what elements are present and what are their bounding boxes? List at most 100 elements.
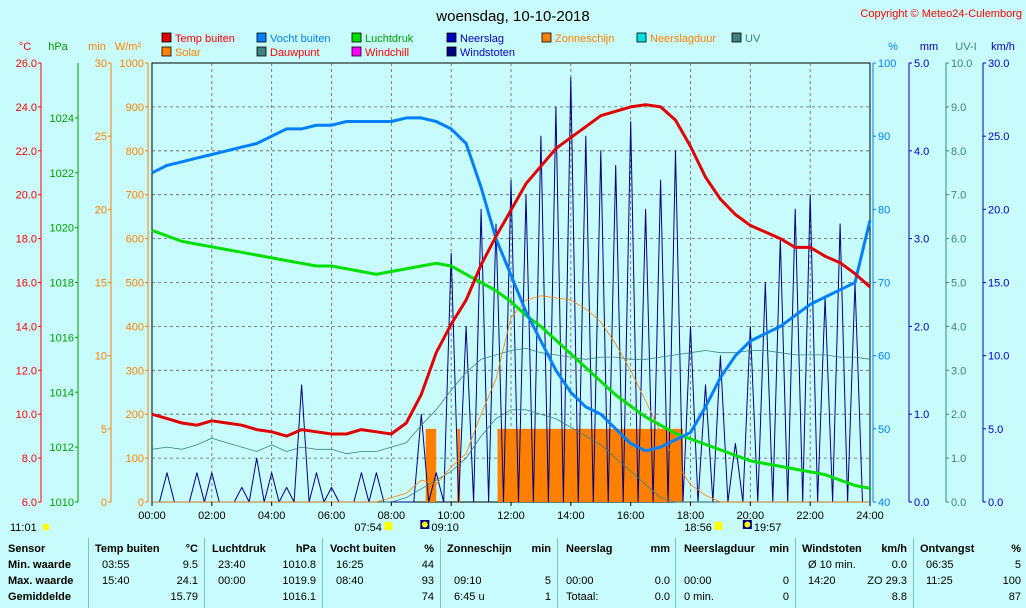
axis-tick-label: 1000 (120, 58, 144, 70)
table-row-label: Gemiddelde (8, 591, 71, 603)
table-cell: 03:55 (102, 559, 130, 571)
axis-tick-label: 4.0 (951, 321, 966, 333)
axis-tick-label: 3.0 (914, 234, 929, 246)
axis-tick-label: 400 (126, 321, 144, 333)
sun-event-label: 19:57 (754, 522, 782, 534)
sunshine-bar (497, 428, 684, 502)
legend-swatch (161, 32, 172, 43)
table-header: °C (185, 543, 198, 555)
table-cell: 44 (421, 559, 434, 571)
legend-label: Windchill (365, 47, 409, 59)
axis-tick-label: 300 (126, 365, 144, 377)
table-header: Neerslagduur (684, 543, 755, 555)
axis-tick-label: 50 (878, 424, 890, 436)
axis-tick-label: 15 (95, 278, 107, 290)
axis-tick-label: 1018 (50, 278, 74, 290)
axis-unit-uv: UV-I (955, 41, 976, 53)
table-cell: 87 (1008, 591, 1021, 603)
axis-tick-label: 80 (878, 204, 890, 216)
table-divider (913, 538, 914, 608)
table-cell: 93 (421, 575, 434, 587)
axis-tick-label: 7.0 (951, 190, 966, 202)
table-cell: 24.1 (176, 575, 198, 587)
axis-tick-label: 20.0 (16, 190, 37, 202)
table-cell: 15:40 (102, 575, 130, 587)
table-cell: 0.0 (654, 575, 670, 587)
sunshine-bar (457, 428, 461, 502)
legend-swatch (256, 32, 267, 43)
legend-label: Windstoten (460, 47, 515, 59)
axis-tick-label: 0.0 (988, 497, 1003, 509)
legend-swatch (446, 32, 457, 43)
axis-tick-label: 800 (126, 146, 144, 158)
axis-tick-label: 10.0 (951, 58, 972, 70)
table-cell: 16:25 (336, 559, 364, 571)
table-cell: 1010.8 (282, 559, 316, 571)
table-header: min (531, 543, 551, 555)
axis-tick-label: 8.0 (951, 146, 966, 158)
table-header: Ontvangst (920, 543, 975, 555)
legend-swatch (446, 46, 457, 57)
chart-title: woensdag, 10-10-2018 (435, 8, 589, 25)
table-cell: Totaal: (566, 591, 599, 603)
x-tick-label: 14:00 (557, 510, 585, 522)
table-header: Luchtdruk (212, 543, 266, 555)
x-tick-label: 24:00 (856, 510, 884, 522)
legend-swatch (351, 46, 362, 57)
axis-tick-label: 6.0 (951, 234, 966, 246)
table-cell: 00:00 (684, 575, 712, 587)
table-cell: 0 (782, 591, 789, 603)
axis-tick-label: 25 (95, 131, 107, 143)
legend-swatch (161, 46, 172, 57)
axis-tick-label: 26.0 (16, 58, 37, 70)
table-cell: 0 min. (684, 591, 714, 603)
table-cell: Ø 10 min. (808, 559, 856, 571)
legend-swatch (636, 32, 647, 43)
table-cell: 06:35 (926, 559, 954, 571)
axis-tick-label: 0 (138, 497, 144, 509)
axis-unit-wind: km/h (991, 41, 1015, 53)
axis-tick-label: 10.0 (16, 409, 37, 421)
table-header: km/h (881, 543, 907, 555)
axis-tick-label: 0.0 (914, 497, 929, 509)
table-cell: 74 (421, 591, 434, 603)
weather-chart: woensdag, 10-10-2018 Copyright © Meteo24… (10, 8, 1022, 534)
axis-tick-label: 700 (126, 190, 144, 202)
axis-tick-label: 600 (126, 234, 144, 246)
table-row-label: Max. waarde (8, 575, 74, 587)
table-header: Temp buiten (95, 543, 160, 555)
x-tick-label: 12:00 (497, 510, 525, 522)
table-cell: 00:00 (566, 575, 594, 587)
axis-tick-label: 8.0 (22, 453, 37, 465)
table-cell: 5 (544, 575, 551, 587)
sun-icon (714, 522, 723, 530)
table-divider (675, 538, 676, 608)
axis-tick-label: 5 (101, 424, 107, 436)
x-tick-label: 16:00 (617, 510, 645, 522)
axis-tick-label: 30.0 (988, 58, 1009, 70)
x-tick-label: 02:00 (198, 510, 226, 522)
series-luchtdruk (151, 228, 871, 490)
table-header: Zonneschijn (447, 543, 512, 555)
x-tick-label: 00:00 (138, 510, 166, 522)
table-header: mm (650, 543, 670, 555)
table-cell: 1019.9 (282, 575, 316, 587)
table-cell: 5 (1014, 559, 1021, 571)
axis-tick-label: 20 (95, 204, 107, 216)
axis-tick-label: 200 (126, 409, 144, 421)
table-cell: 0 (782, 575, 789, 587)
legend-swatch (256, 46, 267, 57)
legend-label: Vocht buiten (270, 33, 331, 45)
table-row-label: Min. waarde (8, 559, 71, 571)
axis-tick-label: 1020 (50, 223, 74, 235)
legend-swatch (351, 32, 362, 43)
axis-tick-label: 18.0 (16, 234, 37, 246)
legend: Temp buiten Vocht buiten Luchtdruk Neerslag… (161, 32, 761, 59)
axis-tick-label: 22.0 (16, 146, 37, 158)
axis-tick-label: 1.0 (951, 453, 966, 465)
axis-unit-temp: °C (19, 41, 31, 53)
axis-tick-label: 100 (126, 453, 144, 465)
table-header: Windstoten (802, 543, 862, 555)
sun-marker-icon (421, 521, 428, 528)
axis-tick-label: 500 (126, 278, 144, 290)
